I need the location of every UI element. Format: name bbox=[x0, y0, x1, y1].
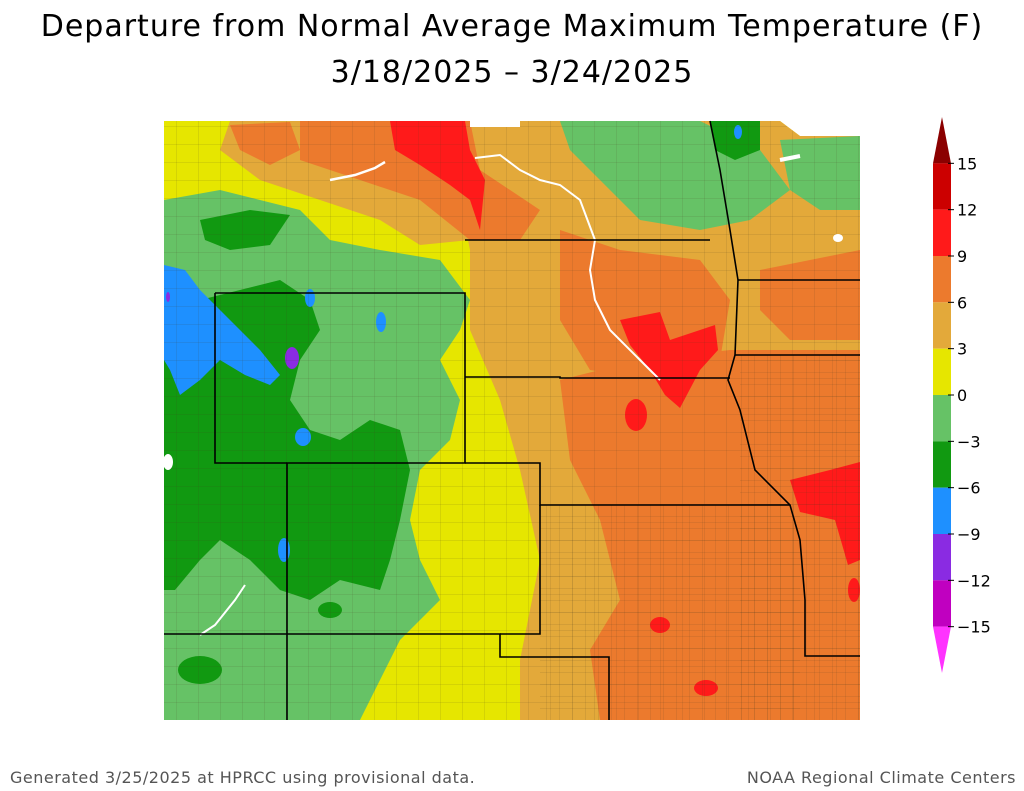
legend-tick-label: −15 bbox=[957, 618, 991, 637]
river bbox=[474, 153, 661, 381]
map-region bbox=[164, 121, 860, 720]
legend-bin bbox=[933, 302, 951, 349]
legend-bin bbox=[933, 209, 951, 256]
legend-tick-label: −12 bbox=[957, 571, 991, 590]
legend-bin bbox=[933, 163, 951, 210]
legend-bin bbox=[933, 117, 951, 164]
legend-bin bbox=[933, 626, 951, 673]
legend-bin bbox=[933, 441, 951, 488]
legend-tick-label: 3 bbox=[957, 340, 967, 359]
legend-bin bbox=[933, 487, 951, 534]
unmapped-area bbox=[470, 121, 520, 127]
legend-bin bbox=[933, 580, 951, 627]
legend-colorbar: 15 12 9 6 3 0 −3 −6 −9 −12 −15 bbox=[933, 117, 991, 673]
legend-tick-label: 12 bbox=[957, 201, 977, 220]
legend-tick-label: 0 bbox=[957, 386, 967, 405]
legend-tick-label: 6 bbox=[957, 293, 967, 312]
lake bbox=[779, 154, 801, 162]
legend-tick-label: −3 bbox=[957, 432, 981, 451]
legend-tick-label: −6 bbox=[957, 479, 981, 498]
river bbox=[199, 584, 246, 636]
credit-label: NOAA Regional Climate Centers bbox=[746, 768, 1016, 787]
state-boundaries bbox=[164, 120, 860, 720]
legend-bin bbox=[933, 348, 951, 395]
legend-bin bbox=[933, 395, 951, 442]
lake bbox=[164, 454, 173, 470]
river bbox=[329, 160, 386, 182]
map-title: Departure from Normal Average Maximum Te… bbox=[40, 9, 984, 44]
legend-bin bbox=[933, 256, 951, 303]
lake bbox=[833, 234, 843, 242]
map-date-range: 3/18/2025 – 3/24/2025 bbox=[330, 55, 694, 90]
county-boundaries-dense bbox=[540, 505, 800, 720]
legend-tick-label: −9 bbox=[957, 525, 981, 544]
legend-tick-label: 15 bbox=[957, 154, 977, 173]
legend-tick-label: 9 bbox=[957, 247, 967, 266]
generated-note: Generated 3/25/2025 at HPRCC using provi… bbox=[10, 768, 476, 787]
legend-bin bbox=[933, 534, 951, 581]
